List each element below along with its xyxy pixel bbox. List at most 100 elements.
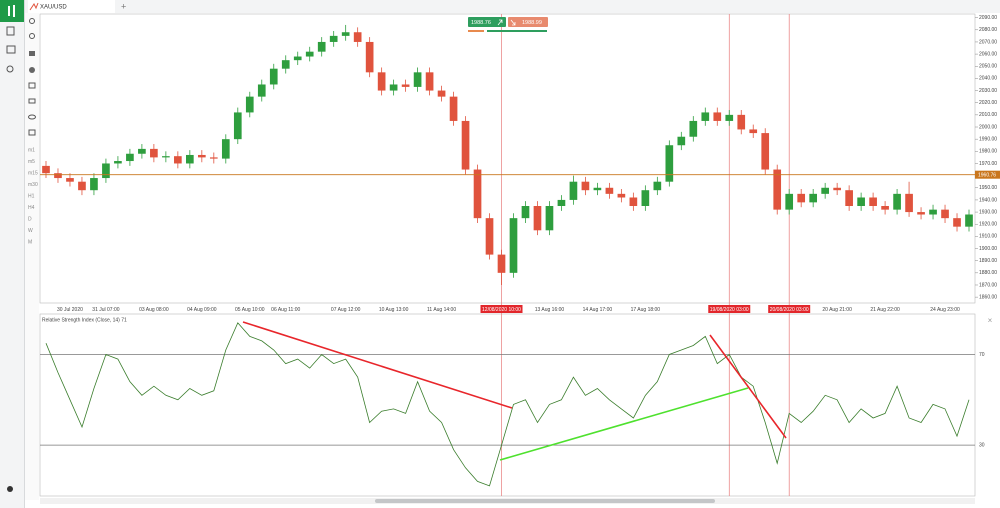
tab[interactable] (28, 0, 115, 13)
candle-body (665, 145, 674, 182)
x-tick-label: 11 Aug 14:00 (427, 307, 456, 313)
timeframe[interactable]: M (28, 239, 32, 245)
candle-body (281, 60, 290, 69)
candle-body (293, 56, 302, 61)
candle-body (305, 51, 314, 57)
price-panel (39, 13, 976, 304)
tool-icon[interactable] (28, 82, 36, 89)
marker-label-bg (480, 305, 523, 313)
timeframe[interactable]: D (28, 216, 32, 222)
user-icon[interactable] (7, 486, 13, 492)
y-tick-label: 2030.00 (979, 88, 997, 94)
tool-icon[interactable] (29, 33, 35, 39)
tab-icon (29, 2, 39, 11)
candle-body (42, 165, 50, 174)
marker-label: 20/08/2020 03:00 (770, 307, 809, 313)
spread-bar (468, 30, 484, 32)
y-tick-label: 1860.00 (979, 294, 997, 300)
candle-body (257, 84, 266, 97)
spread-bar (487, 30, 547, 32)
timeframe[interactable]: m30 (28, 182, 38, 188)
rsi-panel (39, 313, 976, 497)
candle-body (965, 214, 973, 227)
x-tick-label: 14 Aug 17:00 (583, 307, 613, 313)
candle-body (401, 84, 410, 87)
sell-button[interactable] (468, 17, 506, 27)
y-tick-label: 30 (979, 442, 985, 448)
candle-body (749, 129, 758, 134)
candle-body (66, 178, 74, 182)
sidebar-icon[interactable] (6, 65, 14, 73)
trendline[interactable] (709, 334, 787, 439)
timeframe[interactable]: W (28, 228, 33, 234)
timeframe-list: m1 m5 m15 m30 H1 H4 DWM (28, 147, 38, 245)
tab-symbol: XAU/USD (40, 5, 67, 11)
tab-bar (25, 0, 1000, 13)
candle-body (377, 72, 386, 91)
candle-body (545, 206, 554, 231)
candle-body (126, 153, 134, 162)
candle-body (929, 209, 937, 215)
candle-body (341, 32, 350, 36)
y-tick-label: 2040.00 (979, 76, 997, 82)
y-tick-label: 1980.00 (979, 149, 997, 155)
timeframe[interactable]: H4 (28, 205, 35, 211)
timeframe[interactable]: m15 (28, 170, 38, 176)
tool-icon[interactable] (28, 98, 36, 104)
tool-icon[interactable] (29, 67, 35, 73)
candle-body (497, 254, 506, 273)
logo-glyph (13, 5, 15, 17)
close-indicator[interactable]: × (988, 316, 993, 325)
price-line-label: 1960.76 (978, 173, 996, 179)
candle-body (437, 90, 446, 97)
candle-body (617, 193, 626, 198)
candle-body (533, 206, 542, 231)
y-tick-label: 1880.00 (979, 270, 997, 276)
x-tick-label: 03 Aug 08:00 (139, 307, 169, 313)
candle-body (941, 209, 949, 219)
tool-icon[interactable] (29, 51, 35, 56)
x-tick-label: 30 Jul 2020 (57, 307, 83, 313)
candle-body (54, 173, 62, 179)
y-tick-label: 2050.00 (979, 64, 997, 70)
scrollbar-thumb[interactable] (375, 499, 715, 503)
rsi-line (45, 322, 970, 487)
candle-body (245, 96, 254, 113)
x-tick-label: 21 Aug 22:00 (870, 307, 900, 313)
candle-body (221, 139, 230, 159)
timeframe[interactable]: m5 (28, 159, 35, 165)
candle-body (102, 163, 110, 179)
candle-body (485, 218, 494, 255)
trendline[interactable] (499, 387, 749, 461)
sidebar-icon[interactable] (6, 26, 15, 36)
tool-icon[interactable] (29, 18, 35, 24)
candle-body (761, 133, 770, 170)
candle-body (869, 197, 877, 206)
x-tick-label: 17 Aug 18:00 (631, 307, 661, 313)
candle-body (174, 156, 182, 164)
app-logo[interactable] (0, 0, 24, 22)
logo-glyph (8, 6, 10, 16)
new-tab[interactable]: + (121, 1, 126, 11)
y-tick-label: 1890.00 (979, 258, 997, 264)
y-tick-label: 1940.00 (979, 197, 997, 203)
tool-icon[interactable] (28, 114, 36, 120)
y-tick-label: 2020.00 (979, 100, 997, 106)
marker-label-bg (768, 305, 811, 313)
trendline[interactable] (242, 321, 513, 409)
timeframe[interactable]: H1 (28, 193, 35, 199)
candle-body (473, 169, 482, 219)
candle-body (629, 197, 638, 206)
buy-button[interactable] (508, 17, 548, 27)
timeframe[interactable]: m1 (28, 147, 35, 153)
marker-label-bg (708, 305, 751, 313)
sidebar (0, 0, 24, 508)
sidebar-icon[interactable] (6, 45, 16, 54)
tool-icon[interactable] (28, 129, 36, 136)
candle-body (389, 84, 398, 91)
y-tick-label: 2060.00 (979, 51, 997, 57)
candle-body (641, 190, 650, 206)
rsi-title: Relative Strength Index (Close, 14) 71 (42, 317, 127, 323)
candle-body (581, 181, 590, 191)
